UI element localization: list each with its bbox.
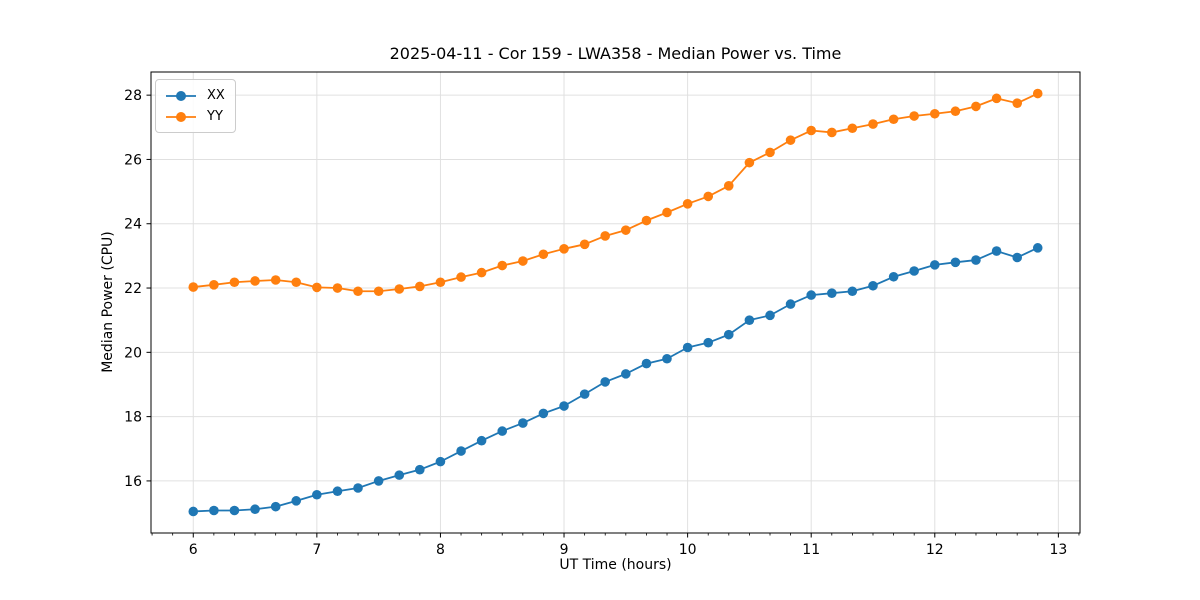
- svg-text:18: 18: [124, 410, 142, 426]
- legend-item-yy: YY: [164, 106, 225, 127]
- svg-text:12: 12: [926, 542, 944, 558]
- legend-line-marker-icon: [166, 90, 196, 101]
- svg-text:28: 28: [124, 88, 142, 104]
- svg-text:6: 6: [189, 542, 198, 558]
- legend-label-yy: YY: [207, 109, 223, 124]
- x-axis-label: UT Time (hours): [559, 557, 672, 573]
- svg-text:24: 24: [124, 217, 142, 233]
- svg-text:10: 10: [679, 542, 697, 558]
- y-axis-label: Median Power (CPU): [100, 231, 116, 373]
- legend-line-marker-icon: [166, 111, 196, 122]
- svg-text:13: 13: [1049, 542, 1067, 558]
- svg-text:11: 11: [802, 542, 820, 558]
- svg-text:9: 9: [560, 542, 569, 558]
- svg-text:26: 26: [124, 152, 142, 168]
- svg-text:20: 20: [124, 345, 142, 361]
- svg-text:8: 8: [436, 542, 445, 558]
- legend-item-xx: XX: [164, 85, 225, 106]
- svg-text:22: 22: [124, 281, 142, 297]
- svg-text:7: 7: [312, 542, 321, 558]
- chart-title: 2025-04-11 - Cor 159 - LWA358 - Median P…: [389, 44, 842, 63]
- legend-label-xx: XX: [207, 88, 225, 103]
- legend: XX YY: [155, 79, 236, 133]
- svg-text:16: 16: [124, 474, 142, 490]
